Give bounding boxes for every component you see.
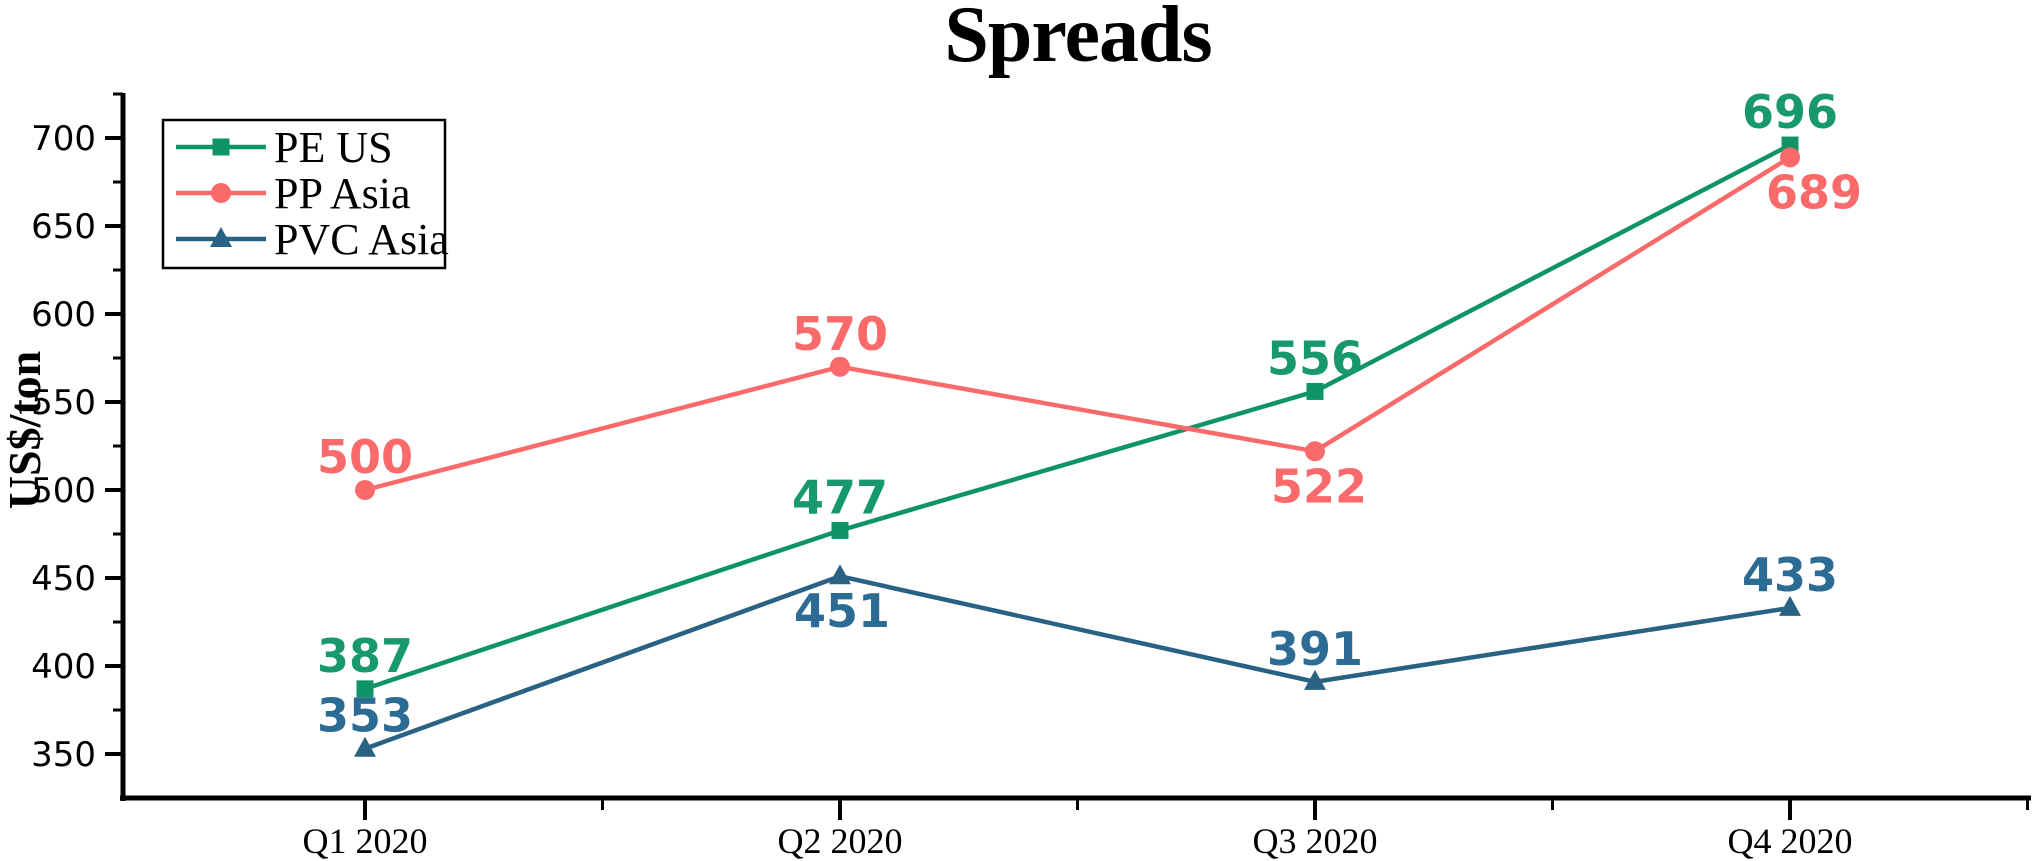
data-label: 433 <box>1742 548 1838 602</box>
triangle-marker <box>829 564 851 585</box>
legend-label: PP Asia <box>274 169 411 218</box>
series-line <box>364 155 1792 493</box>
y-tick-label: 550 <box>31 383 96 423</box>
series-line <box>364 573 1791 751</box>
circle-marker <box>355 480 375 500</box>
data-label: 353 <box>317 689 413 743</box>
legend-label: PE US <box>274 123 393 172</box>
series-pvc-asia: 353 451 391 433 <box>317 548 1838 757</box>
square-marker <box>831 521 849 539</box>
x-tick-label: Q4 2020 <box>1728 821 1853 861</box>
square-marker <box>1306 382 1324 400</box>
legend-circle-icon <box>211 183 231 203</box>
legend-label: PVC Asia <box>274 215 449 264</box>
data-label: 387 <box>317 629 413 683</box>
x-axis-ticks: Q1 2020 Q2 2020 Q3 2020 Q4 2020 <box>303 800 2029 861</box>
triangle-marker <box>1779 595 1801 616</box>
data-label: 451 <box>794 584 890 638</box>
y-tick-label: 700 <box>31 119 96 159</box>
square-marker <box>356 680 374 698</box>
legend-triangle-icon <box>210 227 232 247</box>
data-label: 556 <box>1267 331 1363 385</box>
x-tick-label: Q1 2020 <box>303 821 428 861</box>
y-tick-label: 650 <box>31 207 96 247</box>
y-tick-label: 450 <box>31 559 96 599</box>
y-tick-label: 600 <box>31 295 96 335</box>
y-axis-title: US$/ton <box>0 351 50 509</box>
series-pe-us: 387 477 556 696 <box>317 85 1838 698</box>
data-label: 522 <box>1271 459 1367 513</box>
data-label: 696 <box>1742 85 1838 139</box>
circle-marker <box>1305 441 1325 462</box>
data-label: 391 <box>1267 622 1363 676</box>
data-label: 477 <box>792 470 888 524</box>
triangle-marker <box>354 736 376 757</box>
y-tick-label: 400 <box>31 647 96 687</box>
y-tick-label: 350 <box>31 735 96 775</box>
legend-square-icon <box>212 138 230 156</box>
x-tick-label: Q2 2020 <box>778 821 903 861</box>
y-tick-label: 500 <box>31 471 96 511</box>
chart-title: Spreads <box>944 0 1212 79</box>
data-label: 689 <box>1766 165 1862 219</box>
y-axis-ticks: 350 400 450 500 550 600 650 700 <box>31 92 123 775</box>
series-pp-asia: 500 570 522 689 <box>317 147 1862 513</box>
data-label: 500 <box>317 430 413 484</box>
x-tick-label: Q3 2020 <box>1253 821 1378 861</box>
circle-marker <box>830 356 850 377</box>
circle-marker <box>1780 147 1800 168</box>
triangle-marker <box>1304 669 1326 690</box>
data-label: 570 <box>792 307 888 361</box>
series-line <box>364 143 1792 692</box>
